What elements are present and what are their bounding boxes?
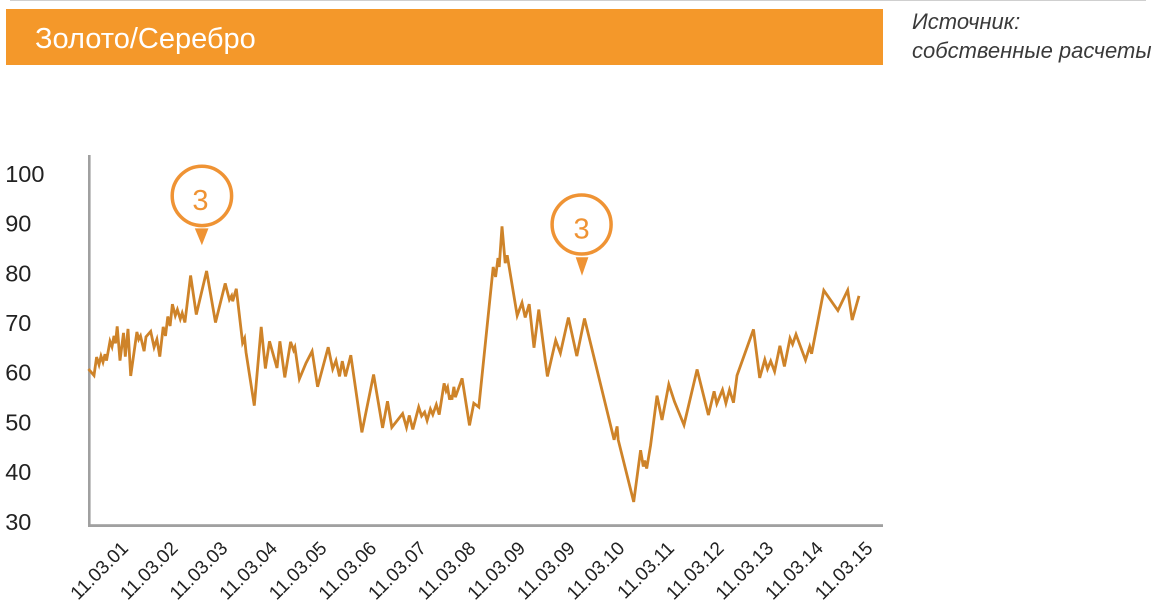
svg-text:70: 70 [5, 310, 31, 336]
svg-text:40: 40 [5, 459, 31, 485]
svg-text:90: 90 [5, 211, 31, 237]
svg-text:60: 60 [5, 360, 31, 386]
svg-text:50: 50 [5, 409, 31, 435]
svg-text:80: 80 [5, 260, 31, 286]
svg-text:100: 100 [5, 161, 44, 187]
svg-text:30: 30 [5, 509, 31, 535]
svg-text:3: 3 [192, 185, 208, 217]
svg-text:3: 3 [574, 214, 590, 246]
